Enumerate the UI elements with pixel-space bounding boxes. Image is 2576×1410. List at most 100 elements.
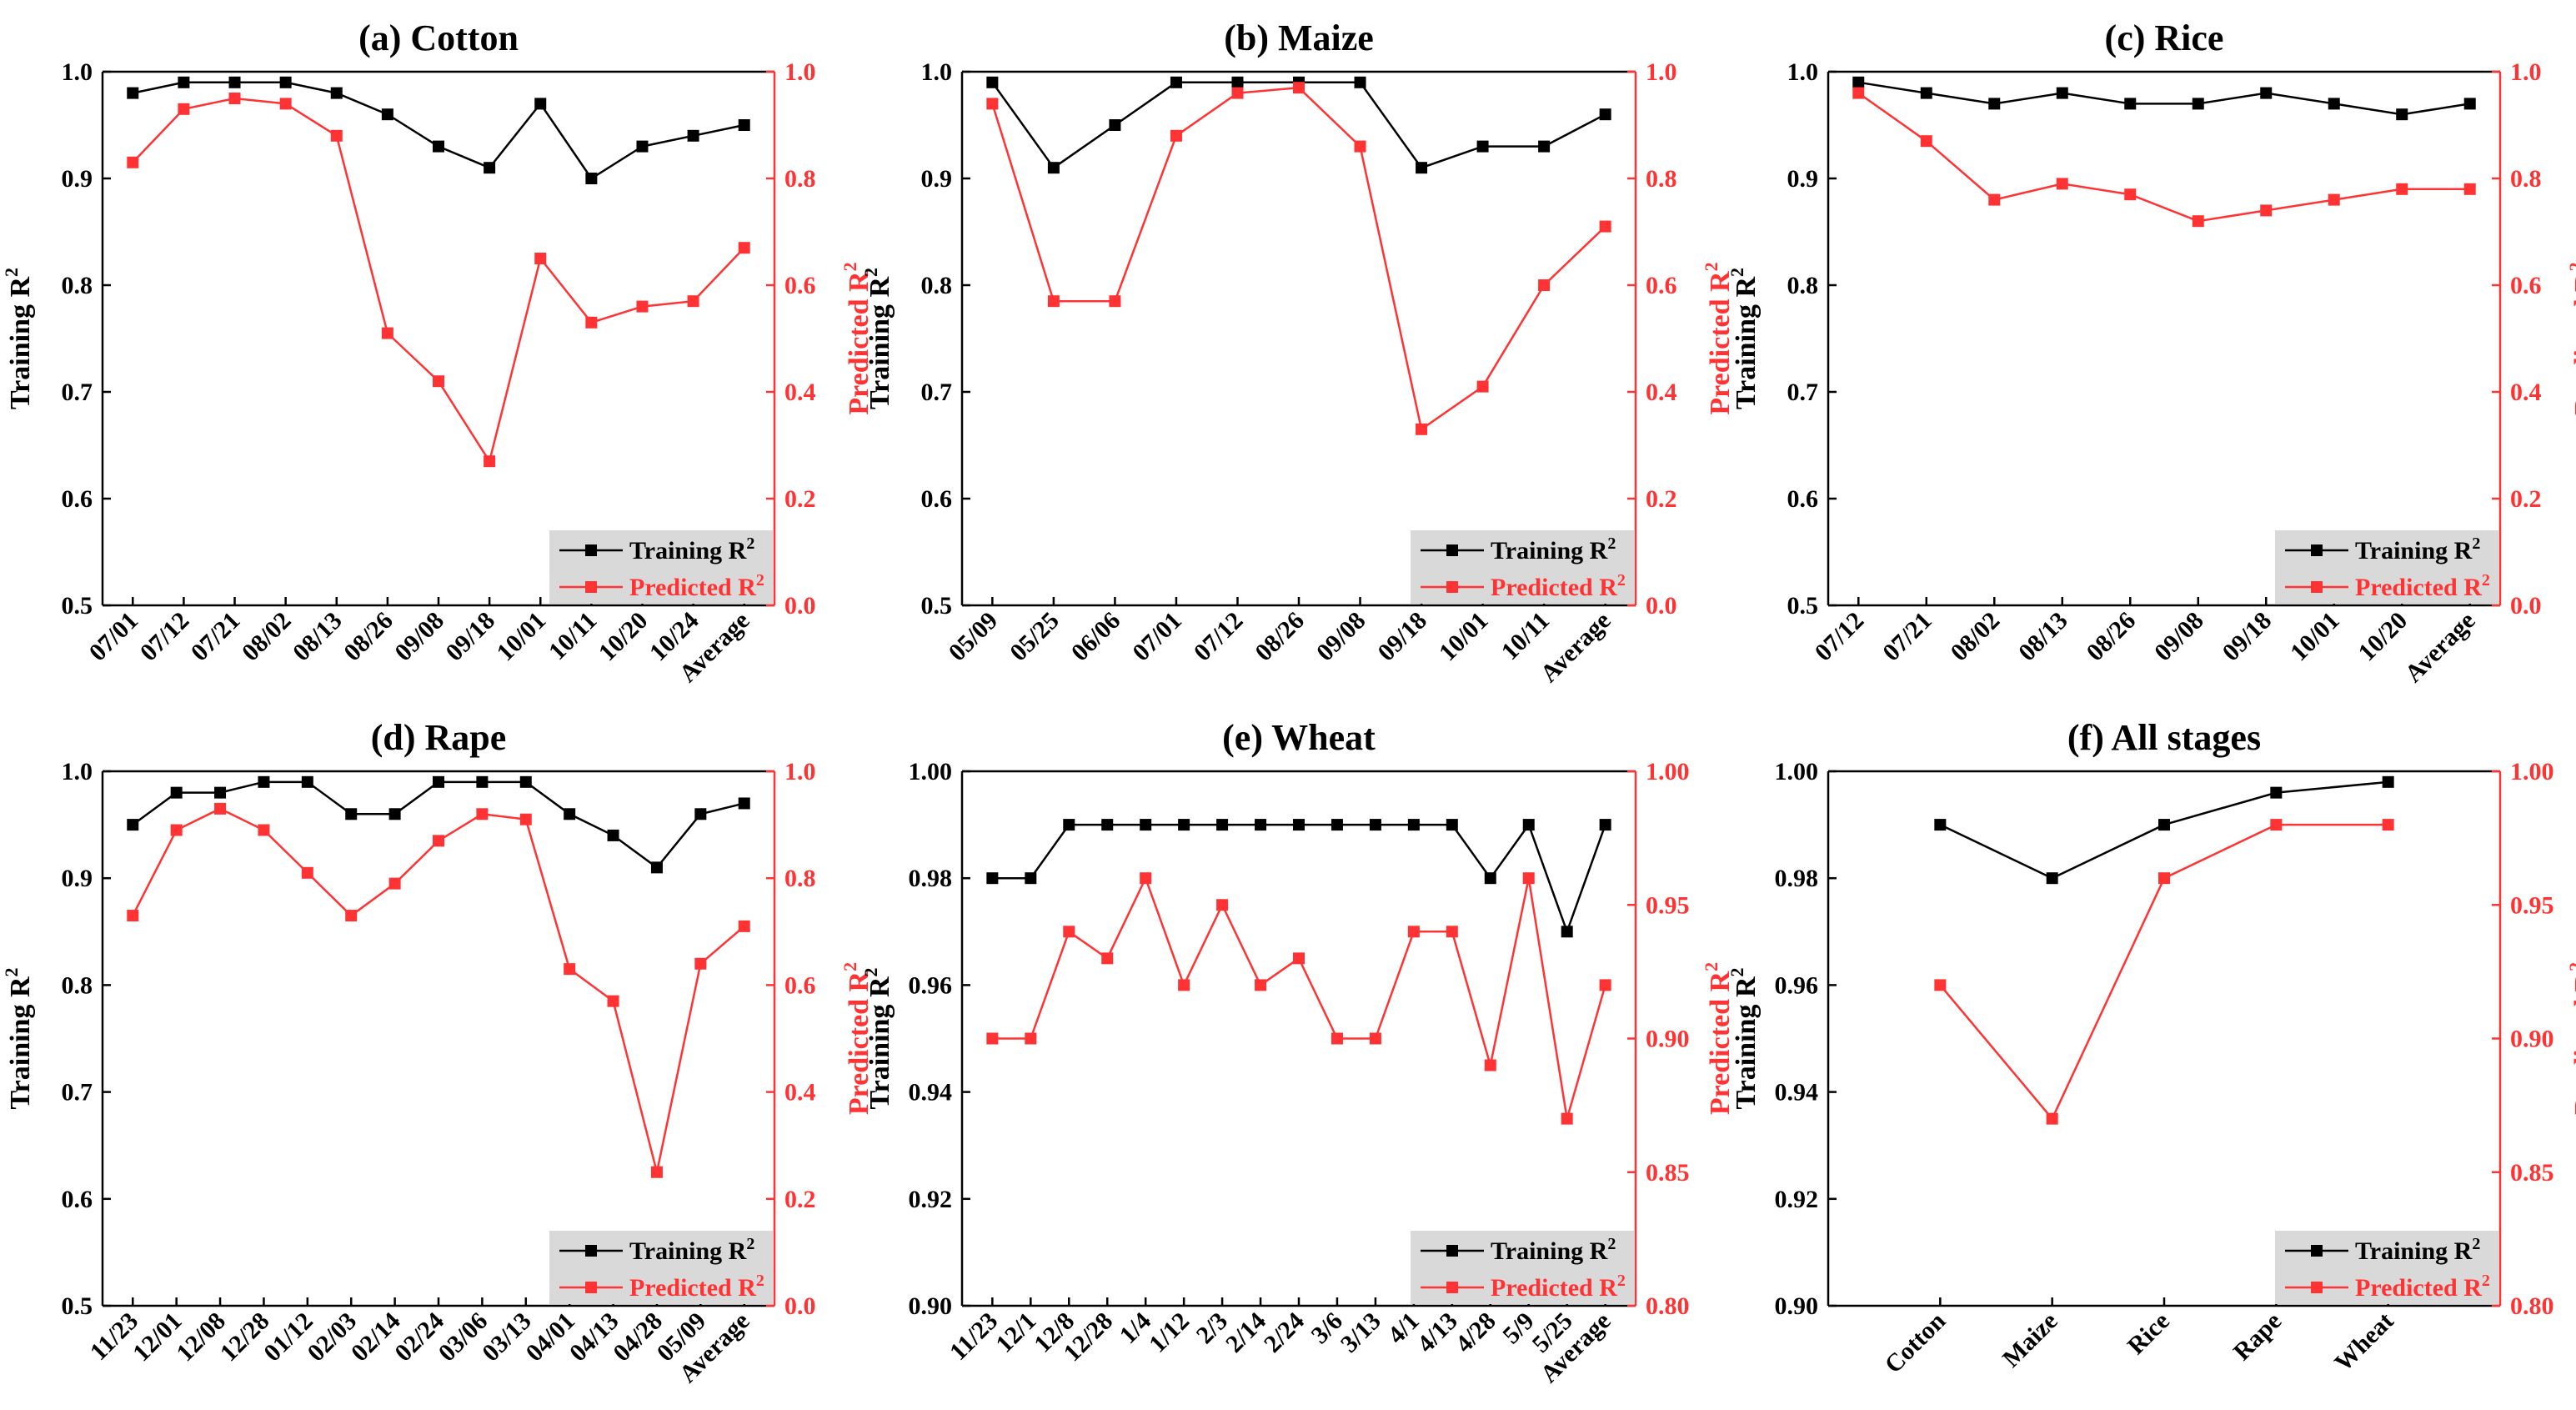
- x-tick-label: Rape: [2228, 1307, 2287, 1366]
- predicted-point: [534, 253, 547, 264]
- predicted-point: [127, 910, 139, 922]
- predicted-point: [2260, 204, 2273, 217]
- training-point: [1599, 108, 1611, 121]
- right-tick-label: 0.85: [1646, 1159, 1690, 1187]
- right-tick-label: 0.80: [2510, 1292, 2554, 1320]
- left-tick-label: 0.5: [921, 592, 953, 620]
- training-point: [228, 76, 241, 88]
- chart-title: (a) Cotton: [358, 18, 519, 58]
- left-tick-label: 0.94: [909, 1079, 953, 1106]
- x-tick-label: 07/12: [1189, 607, 1249, 667]
- training-point: [2046, 872, 2058, 885]
- training-point: [1170, 76, 1182, 88]
- right-tick-label: 0.90: [1646, 1026, 1690, 1053]
- training-series-line: [991, 81, 1606, 169]
- predicted-series-line: [991, 86, 1606, 431]
- predicted-point: [279, 98, 292, 110]
- x-tick-label: 02/14: [346, 1307, 406, 1367]
- training-point: [1446, 819, 1458, 831]
- predicted-point: [484, 455, 496, 468]
- training-point: [738, 797, 750, 810]
- left-tick-label: 0.96: [1775, 971, 1819, 999]
- predicted-point: [1255, 979, 1267, 991]
- x-tick-label: Average: [2400, 607, 2481, 688]
- left-tick-label: 1.00: [1775, 758, 1819, 785]
- training-point: [1231, 76, 1244, 88]
- predicted-point: [1293, 82, 1305, 94]
- legend-training-marker: [2311, 1245, 2323, 1257]
- left-tick-label: 1.0: [1787, 58, 1819, 86]
- predicted-point: [301, 866, 313, 879]
- right-tick-label: 0.0: [784, 592, 816, 620]
- right-tick-label: 1.0: [784, 758, 816, 785]
- chart-title: (e) Wheat: [1222, 717, 1376, 758]
- left-axis-label: Training R2: [860, 967, 895, 1109]
- left-tick-label: 0.9: [62, 165, 93, 193]
- x-tick-label: 03/13: [477, 1307, 537, 1367]
- right-tick-label: 0.6: [2510, 272, 2542, 299]
- training-point: [388, 808, 401, 820]
- x-tick-label: 02/03: [303, 1307, 363, 1367]
- superscript: 2: [839, 962, 860, 971]
- training-point: [484, 162, 496, 174]
- right-tick-label: 0.85: [2510, 1159, 2554, 1187]
- x-tick-label: 04/13: [564, 1307, 624, 1367]
- x-tick-label: 05/09: [944, 607, 1004, 667]
- x-tick-label: 08/02: [237, 607, 297, 667]
- predicted-point: [1416, 423, 1428, 435]
- training-point: [1920, 87, 1932, 99]
- training-point: [1416, 162, 1428, 174]
- left-tick-label: 1.0: [62, 758, 93, 785]
- left-axis-label: Training R2: [1727, 268, 1762, 409]
- predicted-point: [178, 103, 190, 115]
- predicted-series-line: [1939, 823, 2388, 1121]
- x-tick-label: 07/21: [1877, 607, 1937, 667]
- training-point: [1025, 872, 1037, 885]
- training-point: [178, 76, 190, 88]
- x-tick-label: 10/01: [492, 607, 552, 667]
- x-tick-label: 08/13: [2013, 607, 2073, 667]
- predicted-point: [1063, 926, 1075, 938]
- predicted-point: [2158, 872, 2170, 885]
- training-point: [636, 140, 649, 153]
- predicted-series-line: [992, 875, 1606, 1119]
- chart-title: (f) All stages: [2067, 717, 2261, 758]
- left-tick-label: 1.00: [909, 758, 953, 785]
- training-point: [301, 775, 313, 788]
- x-tick-label: 09/08: [1311, 607, 1371, 667]
- panel-2: (b) Maize 0.5 0.6 0.7 0.8 0.9 1.0 0.0 0.2 0.4 0.6 0…: [860, 18, 1736, 688]
- legend-predicted-marker: [585, 581, 597, 593]
- x-tick-label: 08/26: [338, 607, 398, 667]
- predicted-point: [687, 295, 699, 308]
- x-tick-label: 07/01: [84, 607, 144, 667]
- training-point: [1599, 819, 1611, 831]
- training-series-line: [992, 822, 1606, 936]
- superscript: 2: [1617, 571, 1626, 590]
- x-tick-label: 07/01: [1127, 607, 1187, 667]
- x-tick-label: 09/18: [2218, 607, 2278, 667]
- predicted-point: [1561, 1112, 1573, 1125]
- predicted-point: [1522, 872, 1535, 885]
- x-tick-label: 10/20: [594, 607, 654, 667]
- legend: Training R2 Predicted R2: [549, 530, 773, 604]
- legend-training-label: Training R2: [2355, 1235, 2480, 1265]
- superscript: 2: [756, 571, 764, 590]
- legend-training-marker: [2311, 544, 2323, 556]
- x-tick-label: Wheat: [2329, 1307, 2398, 1377]
- x-tick-label: 10/01: [1434, 607, 1494, 667]
- superscript: 2: [1617, 1272, 1626, 1290]
- superscript: 2: [839, 262, 860, 271]
- predicted-point: [1538, 279, 1551, 291]
- x-tick-label: 10/01: [2285, 607, 2345, 667]
- training-point: [258, 775, 270, 788]
- legend-predicted-marker: [2311, 581, 2323, 593]
- legend-training-label: Training R2: [629, 1235, 754, 1265]
- right-tick-label: 0.0: [1646, 592, 1677, 620]
- predicted-point: [1025, 1032, 1037, 1045]
- predicted-point: [2192, 215, 2204, 228]
- x-tick-label: 09/18: [1372, 607, 1432, 667]
- training-point: [2328, 98, 2340, 110]
- superscript: 2: [2472, 1235, 2480, 1253]
- predicted-point: [1934, 979, 1947, 991]
- predicted-point: [2056, 178, 2068, 190]
